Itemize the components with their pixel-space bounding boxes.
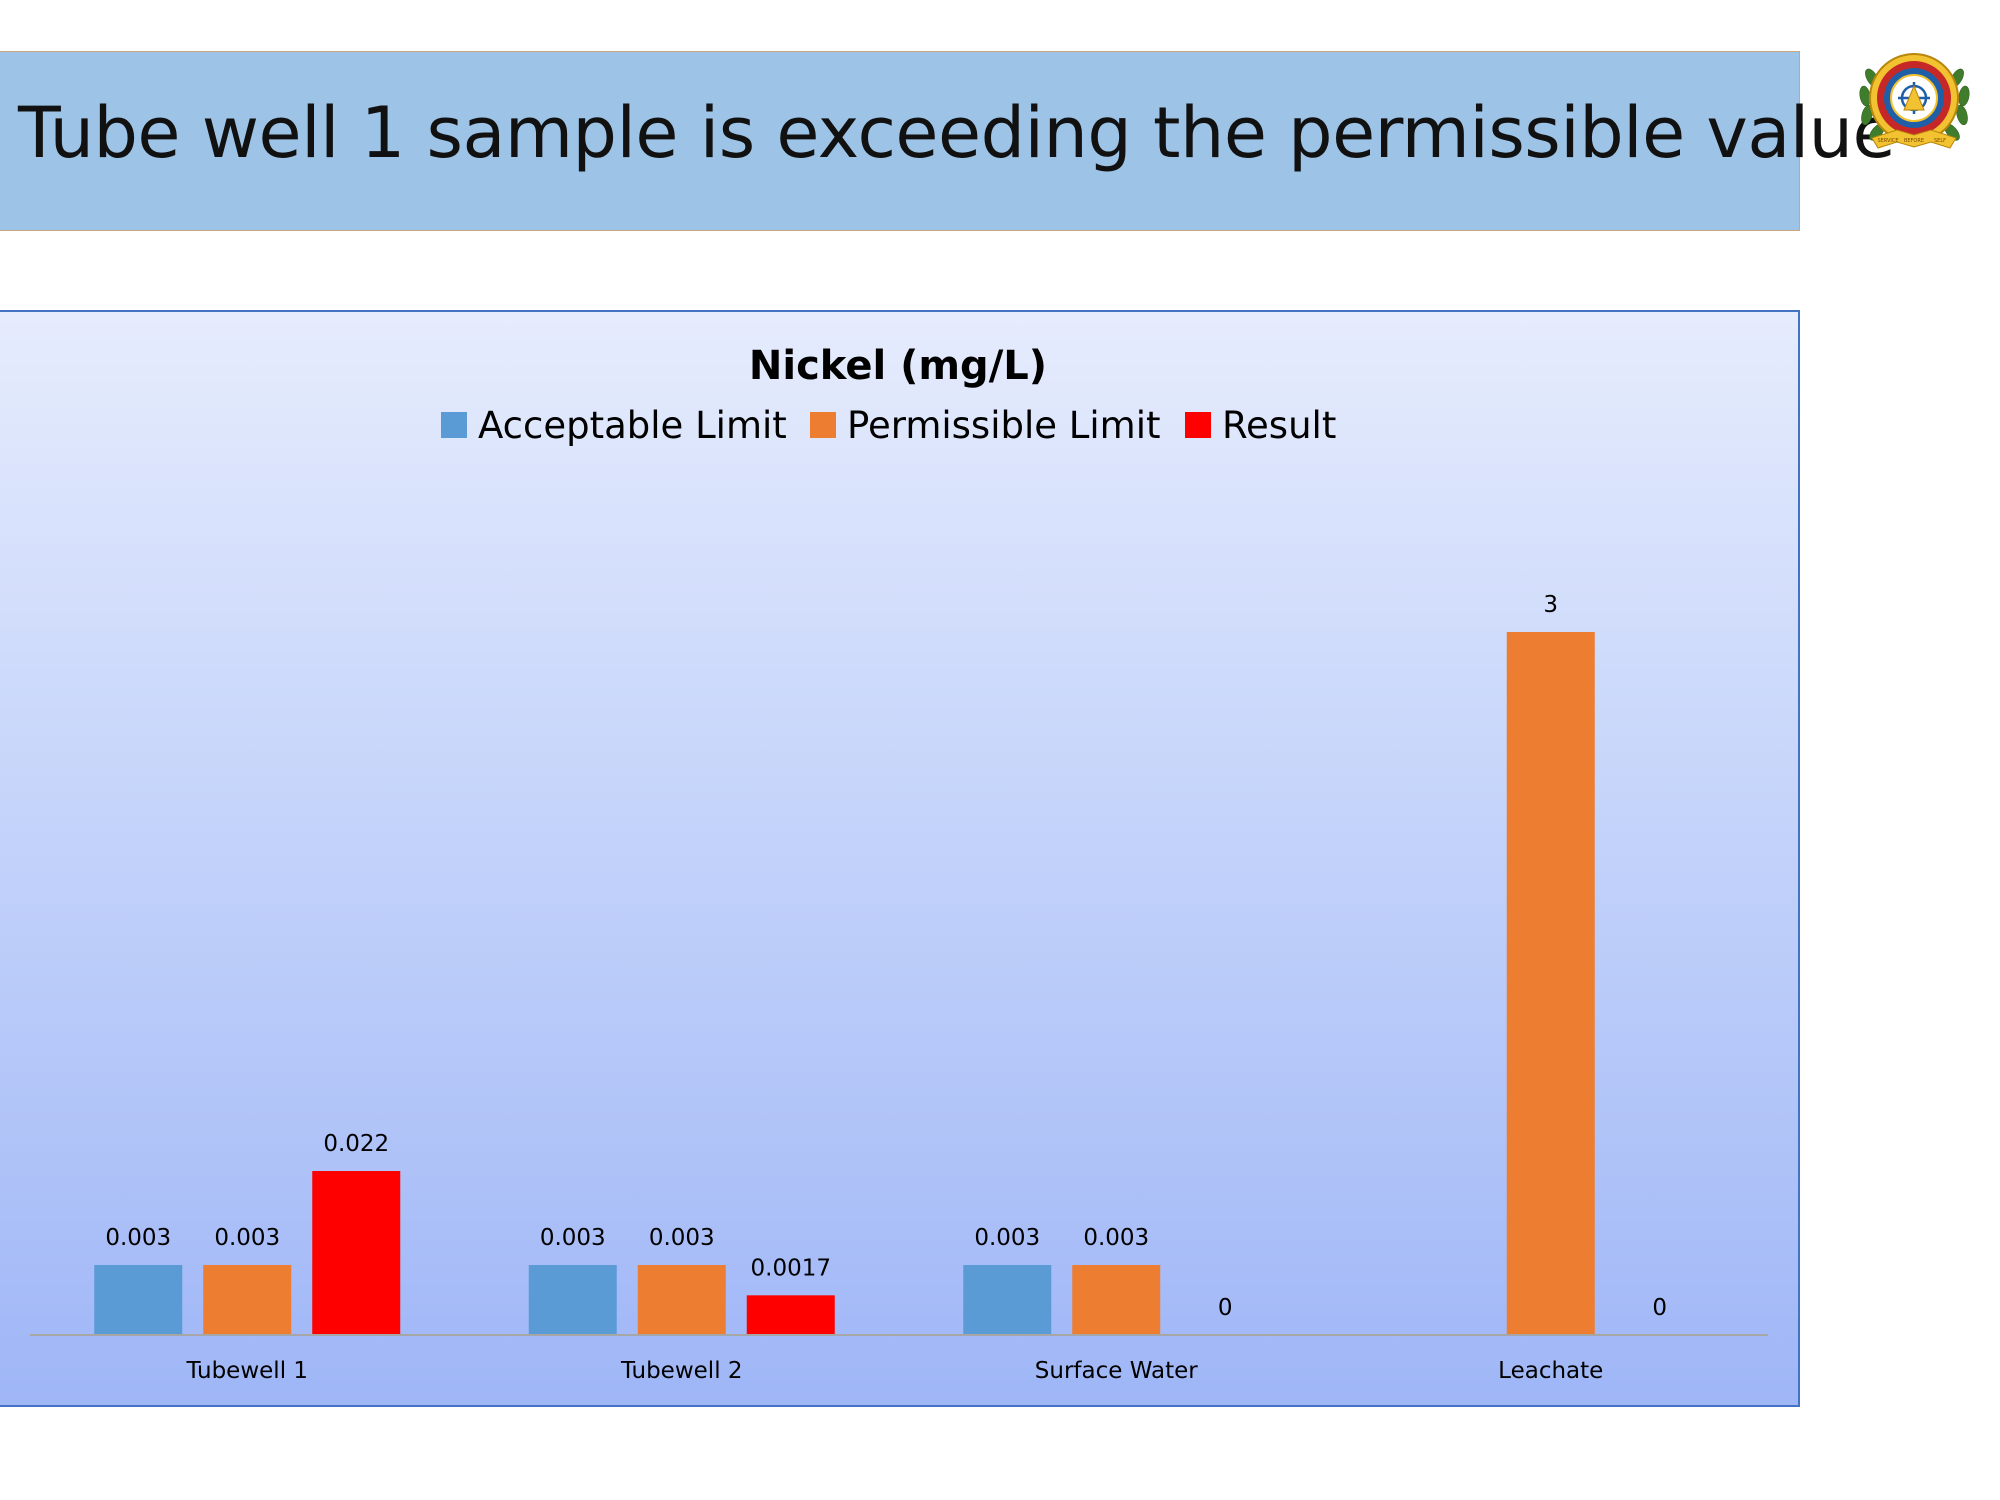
institution-emblem-icon: SERVICE BEFORE SELF [1859,53,1970,149]
legend-swatch-2 [810,412,836,438]
data-label-1-3: 0.003 [974,1225,1040,1251]
category-labels: Tubewell 1 Tubewell 2 Surface Water Leachat… [185,1358,1603,1384]
logo-ribbon-text-1: SERVICE [1877,138,1898,144]
logo-ribbon-text-3: SELF [1934,138,1946,144]
data-label-3-4: 0 [1652,1295,1667,1321]
bar-1-2 [528,1265,617,1335]
data-label-2-1: 0.003 [214,1225,280,1251]
bar-2-2 [637,1265,726,1335]
legend-swatch-3 [1185,412,1211,438]
bar-2-4 [1506,632,1595,1335]
category-label-1: Tubewell 1 [185,1358,308,1384]
chart-panel: Nickel (mg/L) Acceptable Limit Permissibl… [0,310,1800,1407]
category-label-3: Surface Water [1035,1358,1198,1384]
data-label-3-2: 0.0017 [751,1255,831,1281]
chart-title: Nickel (mg/L) [749,343,1047,389]
logo-ribbon-text-2: BEFORE [1904,138,1924,144]
title-banner: Tube well 1 sample is exceeding the perm… [0,51,1896,231]
chart-legend: Acceptable Limit Permissible Limit Result [441,404,1336,447]
bar-2-3 [1072,1265,1161,1335]
data-label-1-2: 0.003 [540,1225,606,1251]
data-label-1-1: 0.003 [105,1225,171,1251]
data-label-2-2: 0.003 [649,1225,715,1251]
legend-label-3: Result [1222,404,1336,447]
slide-title: Tube well 1 sample is exceeding the perm… [18,92,1896,174]
data-label-2-4: 3 [1543,592,1558,618]
bar-3-1 [312,1171,401,1335]
bar-1-3 [963,1265,1052,1335]
category-label-4: Leachate [1498,1358,1603,1384]
data-label-3-3: 0 [1218,1295,1233,1321]
nickel-bar-chart: Nickel (mg/L) Acceptable Limit Permissibl… [30,343,1768,1384]
legend-swatch-1 [441,412,467,438]
chart-bars: 0.003 0.003 0.022 0.003 0.003 0.0017 0.003 0.00… [94,592,1667,1335]
data-label-2-3: 0.003 [1083,1225,1149,1251]
bar-3-2 [746,1295,835,1335]
legend-label-2: Permissible Limit [847,404,1161,447]
data-label-3-1: 0.022 [323,1131,389,1157]
category-label-2: Tubewell 2 [620,1358,743,1384]
bar-2-1 [203,1265,292,1335]
legend-label-1: Acceptable Limit [478,404,787,447]
bar-1-1 [94,1265,183,1335]
